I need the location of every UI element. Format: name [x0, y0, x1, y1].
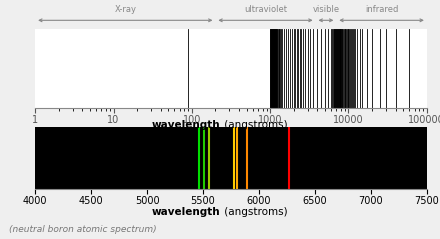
Text: wavelength: wavelength — [151, 120, 220, 130]
Text: (angstroms): (angstroms) — [221, 206, 287, 217]
Text: X-ray: X-ray — [114, 5, 136, 14]
Text: (neutral boron atomic spectrum): (neutral boron atomic spectrum) — [9, 225, 157, 234]
Text: (angstroms): (angstroms) — [221, 120, 287, 130]
Text: wavelength: wavelength — [151, 206, 220, 217]
Text: ultraviolet: ultraviolet — [244, 5, 287, 14]
Text: infrared: infrared — [365, 5, 398, 14]
Text: visible: visible — [312, 5, 340, 14]
